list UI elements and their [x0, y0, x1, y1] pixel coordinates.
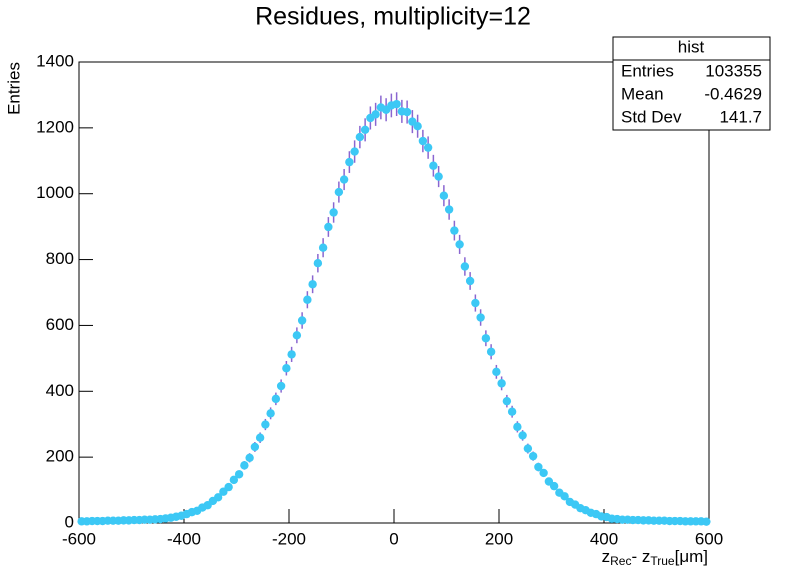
- y-tick-label: 0: [65, 512, 74, 531]
- data-point: [481, 334, 491, 343]
- y-tick-label: 400: [46, 381, 74, 400]
- data-point: [423, 143, 433, 152]
- y-tick-label: 200: [46, 447, 74, 466]
- stats-label: Entries: [621, 61, 674, 80]
- data-point: [297, 316, 307, 325]
- data-point: [392, 99, 401, 109]
- data-point: [471, 298, 480, 308]
- data-point: [271, 394, 281, 404]
- data-point: [549, 481, 559, 491]
- data-point: [250, 442, 260, 452]
- data-point: [360, 125, 370, 135]
- data-point: [213, 493, 223, 502]
- data-point: [560, 492, 569, 501]
- stats-value: 141.7: [719, 107, 762, 126]
- data-point: [450, 226, 459, 235]
- data-point: [329, 208, 338, 217]
- x-label-part: [μm]: [675, 547, 708, 566]
- y-axis-label: Entries: [4, 62, 23, 115]
- x-tick-label: -600: [62, 529, 96, 548]
- data-point: [276, 381, 286, 391]
- data-point: [234, 470, 244, 479]
- data-point: [502, 396, 512, 406]
- data-point: [518, 431, 527, 440]
- data-point: [402, 107, 412, 117]
- data-point: [371, 110, 380, 119]
- data-point: [224, 482, 233, 492]
- y-tick-label: 600: [46, 315, 74, 334]
- data-point: [313, 258, 323, 268]
- x-label-sub: Rec: [610, 554, 631, 568]
- data-point: [245, 453, 254, 463]
- x-axis-label: zRec- zTrue[μm]: [602, 547, 708, 568]
- data-point: [513, 422, 522, 432]
- y-tick-label: 800: [46, 249, 74, 268]
- data-point: [334, 187, 344, 197]
- data-point: [460, 262, 470, 271]
- data-point: [324, 222, 333, 232]
- data-point: [497, 379, 506, 388]
- x-label-part: - z: [631, 547, 650, 566]
- data-point: [282, 364, 291, 373]
- data-point: [303, 295, 312, 304]
- x-tick-label: 0: [389, 529, 398, 548]
- data-point: [429, 161, 438, 170]
- data-point: [465, 276, 475, 286]
- x-tick-label: 400: [590, 529, 618, 548]
- x-label-part: z: [602, 547, 611, 566]
- data-point: [507, 407, 517, 416]
- chart-title: Residues, multiplicity=12: [255, 3, 531, 31]
- data-point: [355, 132, 365, 142]
- data-points: [77, 92, 711, 526]
- data-point: [350, 147, 359, 156]
- y-tick-label: 1400: [36, 51, 74, 70]
- x-tick-label: -200: [272, 529, 306, 548]
- data-point: [308, 280, 317, 289]
- stats-value: -0.4629: [704, 84, 762, 103]
- data-point: [292, 331, 302, 340]
- data-point: [444, 205, 454, 214]
- data-point: [539, 468, 548, 478]
- data-point: [413, 122, 422, 131]
- x-tick-label: -400: [167, 529, 201, 548]
- data-point: [523, 444, 533, 453]
- data-point: [240, 461, 249, 470]
- stats-value: 103355: [705, 61, 762, 80]
- data-point: [339, 175, 349, 184]
- data-point: [287, 350, 296, 359]
- data-point: [702, 517, 711, 526]
- data-point: [486, 347, 496, 356]
- data-point: [439, 191, 449, 200]
- data-point: [266, 409, 275, 418]
- data-point: [229, 475, 239, 485]
- stats-frame: [612, 36, 771, 131]
- stats-box: hist Entries 103355 Mean -0.4629 Std Dev 141.…: [612, 36, 771, 131]
- data-point: [476, 313, 485, 322]
- y-tick-label: 1000: [36, 183, 74, 202]
- data-point: [528, 451, 538, 461]
- x-label-sub: True: [650, 554, 675, 568]
- y-tick-label: 1200: [36, 117, 74, 136]
- data-point: [345, 157, 354, 167]
- data-point: [418, 136, 428, 146]
- data-point: [455, 240, 464, 249]
- data-point: [318, 243, 328, 252]
- x-tick-label: 200: [485, 529, 513, 548]
- stats-label: Mean: [621, 84, 664, 103]
- data-point: [255, 433, 265, 442]
- data-point: [492, 367, 501, 377]
- data-point: [434, 172, 443, 181]
- data-point: [261, 420, 270, 429]
- stats-title: hist: [678, 37, 705, 56]
- x-tick-label: 600: [695, 529, 723, 548]
- data-point: [534, 462, 543, 472]
- stats-label: Std Dev: [621, 107, 682, 126]
